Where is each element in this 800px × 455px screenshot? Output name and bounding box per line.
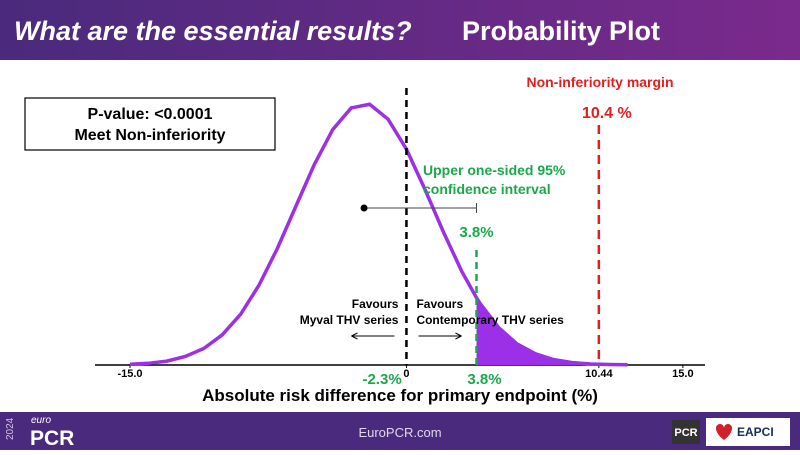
logo-box <box>672 420 700 444</box>
footer-logo: PCR <box>674 427 697 439</box>
header-title: Probability Plot <box>462 16 660 46</box>
ci-label: 3.8% <box>459 224 493 241</box>
ci-title: Upper one-sided 95% <box>423 162 566 178</box>
x-axis-label: Absolute risk difference for primary end… <box>202 386 598 405</box>
footer-logo: EAPCI <box>737 425 774 439</box>
result-line: P-value: <0.0001 <box>88 106 213 123</box>
x-tick-label: 10.44 <box>585 368 613 380</box>
density-curve <box>129 102 628 367</box>
x-tick-label: -15.0 <box>117 368 142 380</box>
margin-title: Non-inferiority margin <box>526 74 673 90</box>
margin-label: 10.4 % <box>582 105 632 122</box>
header-title-italic: What are the essential results? <box>14 16 412 46</box>
ci-axis-label: 3.8% <box>467 371 501 388</box>
footer-year: 2024 <box>5 417 16 440</box>
plot: -15.0 0 10.44 15.0 Absolute risk difference … <box>95 74 705 405</box>
footer-brand-small: euro <box>31 415 51 426</box>
favours-right: Contemporary THV series <box>416 313 564 327</box>
result-box <box>24 97 276 151</box>
header-bar <box>0 0 800 60</box>
arrow-left <box>351 332 395 340</box>
favours-left: Favours <box>352 297 399 311</box>
tail-area <box>476 297 628 365</box>
footer-url: EuroPCR.com <box>358 425 441 440</box>
heart-icon <box>716 424 732 440</box>
mean-point <box>360 204 368 212</box>
result-line: Meet Non-inferiority <box>74 127 225 144</box>
arrow-right <box>418 332 462 340</box>
favours-left: Myval THV series <box>300 313 399 327</box>
footer-brand: PCR <box>30 427 74 450</box>
footer-bar <box>0 412 800 450</box>
x-tick-label: 15.0 <box>672 368 693 380</box>
x-tick-label: 0 <box>403 368 409 380</box>
ci-title: confidence interval <box>423 181 551 197</box>
mean-label: -2.3% <box>362 371 401 388</box>
favours-right: Favours <box>416 297 463 311</box>
